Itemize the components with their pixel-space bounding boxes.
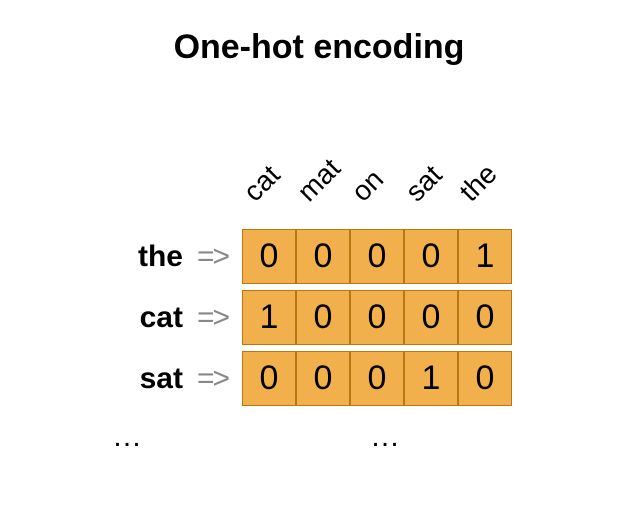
column-header: cat xyxy=(237,159,286,208)
cell: 0 xyxy=(350,229,404,284)
cell: 0 xyxy=(242,351,296,406)
row-word: sat xyxy=(140,362,183,396)
column-header: the xyxy=(453,158,503,208)
cell: 0 xyxy=(296,290,350,345)
diagram-title: One-hot encoding xyxy=(0,28,638,67)
row-word: cat xyxy=(140,301,183,335)
row-label: sat => xyxy=(68,351,228,406)
cell: 0 xyxy=(296,229,350,284)
table-row: 00010 xyxy=(242,351,512,406)
column-header: on xyxy=(345,163,390,208)
row-label: cat => xyxy=(68,290,228,345)
cell: 0 xyxy=(350,351,404,406)
encoding-grid: 000011000000010 xyxy=(242,229,512,406)
column-header: sat xyxy=(399,159,448,208)
arrow-icon: => xyxy=(197,301,228,335)
cell: 1 xyxy=(458,229,512,284)
arrow-icon: => xyxy=(197,362,228,396)
cell: 0 xyxy=(404,229,458,284)
cell: 1 xyxy=(404,351,458,406)
cell: 0 xyxy=(458,290,512,345)
table-row: 10000 xyxy=(242,290,512,345)
row-label: the => xyxy=(68,229,228,284)
cell: 0 xyxy=(350,290,404,345)
table-row: 00001 xyxy=(242,229,512,284)
cell: 0 xyxy=(242,229,296,284)
diagram-container: One-hot encoding catmatonsatthe the=>cat… xyxy=(0,0,638,522)
row-labels: the => cat => sat => xyxy=(68,229,228,406)
ellipsis-right: … xyxy=(370,420,400,454)
cell: 0 xyxy=(296,351,350,406)
arrow-icon: => xyxy=(197,240,228,274)
column-header: mat xyxy=(291,152,347,208)
cell: 1 xyxy=(242,290,296,345)
ellipsis-left: … xyxy=(112,420,142,454)
cell: 0 xyxy=(458,351,512,406)
row-word: the xyxy=(138,240,183,274)
cell: 0 xyxy=(404,290,458,345)
